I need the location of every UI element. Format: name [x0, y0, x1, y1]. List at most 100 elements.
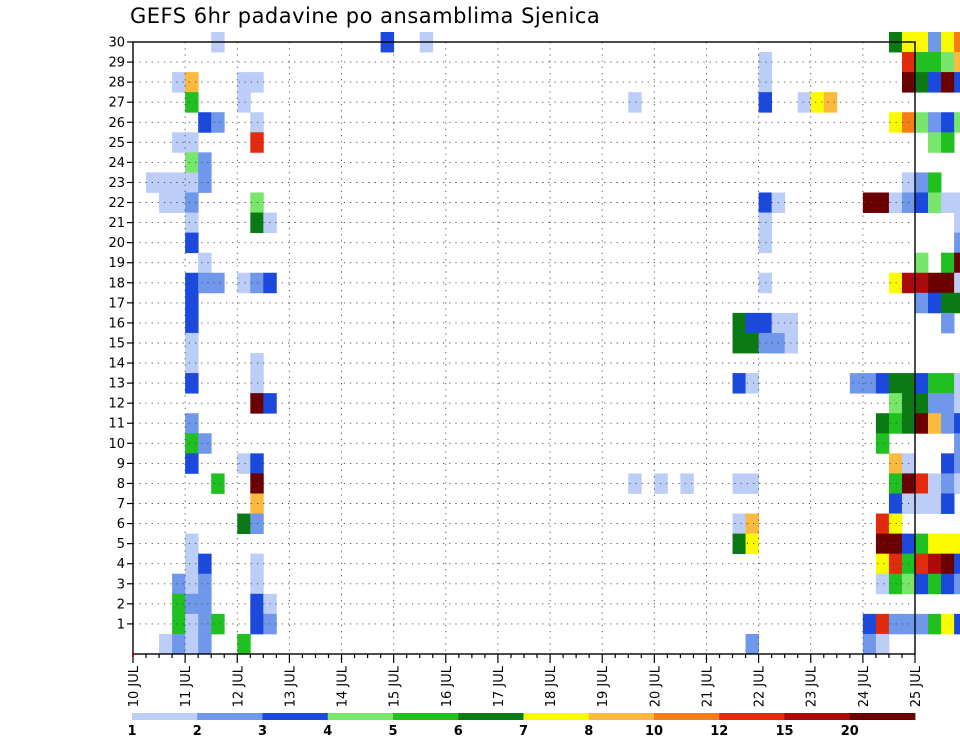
heatmap-cell	[928, 573, 942, 595]
y-tick-label: 20	[108, 236, 125, 251]
y-tick-label: 1	[117, 617, 125, 632]
heatmap-cell	[928, 413, 942, 434]
heatmap-cell	[237, 272, 251, 294]
heatmap-cell	[172, 132, 186, 153]
heatmap-cell	[758, 312, 773, 334]
colorbar-swatch	[393, 713, 459, 720]
heatmap-cell	[198, 272, 212, 294]
y-tick-label: 18	[108, 276, 125, 291]
heatmap-cell	[954, 112, 960, 133]
heatmap-cell	[954, 31, 960, 53]
heatmap-cell	[745, 373, 759, 394]
heatmap-cell	[758, 272, 773, 294]
heatmap-cell	[198, 252, 212, 274]
heatmap-cell	[172, 192, 186, 213]
heatmap-cell	[928, 192, 942, 213]
heatmap-cell	[928, 373, 942, 394]
heatmap-cell	[941, 292, 955, 314]
heatmap-cell	[941, 272, 955, 294]
heatmap-cell	[954, 413, 960, 434]
heatmap-cell	[172, 613, 186, 635]
y-tick-label: 8	[117, 477, 125, 492]
heatmap-cell	[185, 72, 199, 93]
heatmap-cell	[941, 573, 955, 595]
y-tick-label: 4	[117, 557, 125, 572]
heatmap-cell	[185, 573, 199, 595]
heatmap-cell	[954, 473, 960, 494]
heatmap-cell	[941, 413, 955, 434]
heatmap-cell	[732, 533, 746, 555]
heatmap-cell	[732, 312, 746, 334]
heatmap-cell	[745, 312, 759, 334]
heatmap-cell	[941, 72, 955, 93]
heatmap-cell	[915, 413, 929, 434]
heatmap-cell	[928, 292, 942, 314]
colorbar-label: 5	[388, 724, 397, 739]
colorbar-swatch	[588, 713, 655, 720]
colorbar-swatch	[262, 713, 329, 720]
y-tick-label: 25	[108, 136, 125, 151]
grid-layer	[133, 41, 915, 654]
y-tick-label: 17	[108, 296, 125, 311]
x-tick-label: 23 JUL	[805, 665, 820, 707]
colorbar-swatch	[523, 713, 590, 720]
y-tick-label: 16	[108, 316, 125, 331]
heatmap-cell	[172, 573, 186, 595]
heatmap-cell	[862, 373, 877, 394]
heatmap-cell	[185, 593, 199, 615]
heatmap-cell	[237, 633, 251, 655]
heatmap-cell	[915, 473, 929, 494]
heatmap-cell	[198, 433, 212, 454]
heatmap-cell	[941, 112, 955, 133]
heatmap-cell	[915, 373, 929, 394]
heatmap-cell	[928, 533, 942, 555]
heatmap-cell	[745, 513, 759, 535]
heatmap-cell	[211, 613, 225, 635]
colorbar-label: 10	[645, 724, 663, 739]
heatmap-cell	[915, 553, 929, 575]
heatmap-cell	[875, 633, 890, 655]
heatmap-cell	[185, 633, 199, 655]
y-tick-label: 22	[108, 196, 125, 211]
colorbar-label: 1	[127, 724, 136, 739]
heatmap-cell	[732, 513, 746, 535]
heatmap-cell	[954, 232, 960, 254]
heatmap-cell	[954, 453, 960, 474]
x-tick-label: 17 JUL	[492, 665, 507, 707]
colorbar-swatch	[327, 713, 394, 720]
x-tick-label: 21 JUL	[701, 665, 716, 707]
heatmap-cell	[875, 533, 890, 555]
heatmap-cell	[745, 473, 759, 494]
heatmap-cell	[758, 192, 773, 213]
x-tick-label: 10 JUL	[127, 665, 142, 707]
colorbar-label: 2	[193, 724, 202, 739]
heatmap-cell	[237, 453, 251, 474]
heatmap-cell	[185, 192, 199, 213]
heatmap-cell	[159, 633, 173, 655]
heatmap-cell	[928, 393, 942, 414]
heatmap-cell	[185, 332, 199, 354]
heatmap-cell	[211, 272, 225, 294]
heatmap-cell	[928, 493, 942, 514]
heatmap-cell	[915, 493, 929, 514]
heatmap-cell	[915, 52, 929, 73]
colorbar-swatch	[654, 713, 720, 720]
colorbar-label: 3	[258, 724, 267, 739]
heatmap-cell	[237, 72, 251, 93]
x-tick-label: 16 JUL	[440, 665, 455, 707]
heatmap-cell	[185, 172, 199, 193]
heatmap-cell	[941, 493, 955, 514]
heatmap-cell	[915, 112, 929, 133]
heatmap-cell	[198, 112, 212, 133]
x-tick-label: 14 JUL	[336, 665, 351, 707]
heatmap-cell	[954, 72, 960, 93]
heatmap-cell	[954, 533, 960, 555]
colorbar-swatch	[197, 713, 263, 720]
heatmap-cell	[172, 633, 186, 655]
heatmap-cell	[185, 413, 199, 434]
heatmap-cell	[928, 613, 942, 635]
heatmap-cell	[823, 92, 838, 113]
heatmap-cell	[928, 72, 942, 93]
heatmap-cell	[928, 132, 942, 153]
